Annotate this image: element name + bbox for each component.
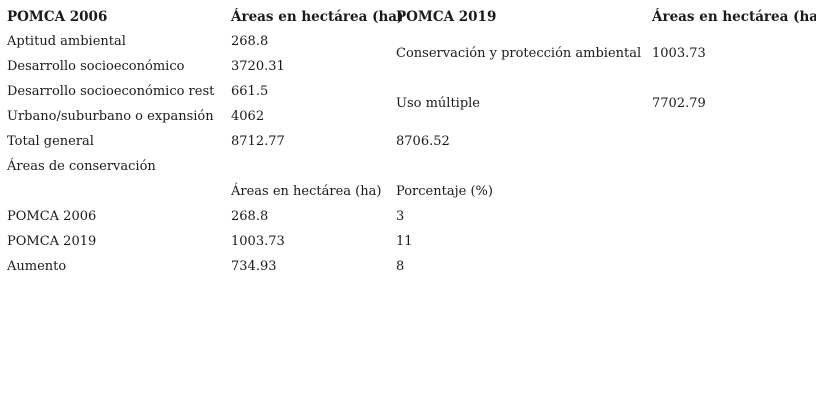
row-label-uso-multiple[interactable]: Uso múltiple	[396, 96, 480, 111]
total-value-2019[interactable]: 8706.52	[396, 134, 450, 149]
conservation-row-percent[interactable]: 3	[396, 209, 405, 224]
row-label-desarrollo-rest[interactable]: Desarrollo socioeconómico rest	[7, 84, 215, 99]
conservation-row-area[interactable]: 268.8	[231, 209, 269, 224]
header-conservation-percent[interactable]: Porcentaje (%)	[396, 184, 493, 199]
conservation-row-percent[interactable]: 11	[396, 234, 413, 249]
conservation-row-label[interactable]: Aumento	[7, 259, 67, 274]
row-value-desarrollo-rest[interactable]: 661.5	[231, 84, 269, 99]
conservation-row-label[interactable]: POMCA 2006	[7, 209, 97, 224]
total-label[interactable]: Total general	[7, 134, 94, 149]
total-value-2006[interactable]: 8712.77	[231, 134, 285, 149]
header-area-2006[interactable]: Áreas en hectárea (ha)	[231, 9, 404, 25]
conservation-row-area[interactable]: 1003.73	[231, 234, 285, 249]
header-pomca-2019[interactable]: POMCA 2019	[396, 9, 497, 25]
row-label-aptitud-ambiental[interactable]: Aptitud ambiental	[7, 34, 126, 49]
header-pomca-2006[interactable]: POMCA 2006	[7, 9, 108, 25]
header-area-2019[interactable]: Áreas en hectárea (ha)	[652, 9, 816, 25]
row-label-conservacion[interactable]: Conservación y protección ambiental	[396, 46, 642, 61]
row-value-conservacion[interactable]: 1003.73	[652, 46, 706, 61]
row-value-uso-multiple[interactable]: 7702.79	[652, 96, 706, 111]
row-value-desarrollo[interactable]: 3720.31	[231, 59, 285, 74]
conservation-title[interactable]: Áreas de conservación	[7, 159, 156, 174]
row-value-aptitud-ambiental[interactable]: 268.8	[231, 34, 269, 49]
conservation-row-area[interactable]: 734.93	[231, 259, 277, 274]
row-value-urbano[interactable]: 4062	[231, 109, 265, 124]
header-conservation-area[interactable]: Áreas en hectárea (ha)	[231, 184, 382, 199]
conservation-row-percent[interactable]: 8	[396, 259, 405, 274]
row-label-urbano[interactable]: Urbano/suburbano o expansión	[7, 109, 214, 124]
row-label-desarrollo[interactable]: Desarrollo socioeconómico	[7, 59, 185, 74]
conservation-row-label[interactable]: POMCA 2019	[7, 234, 97, 249]
